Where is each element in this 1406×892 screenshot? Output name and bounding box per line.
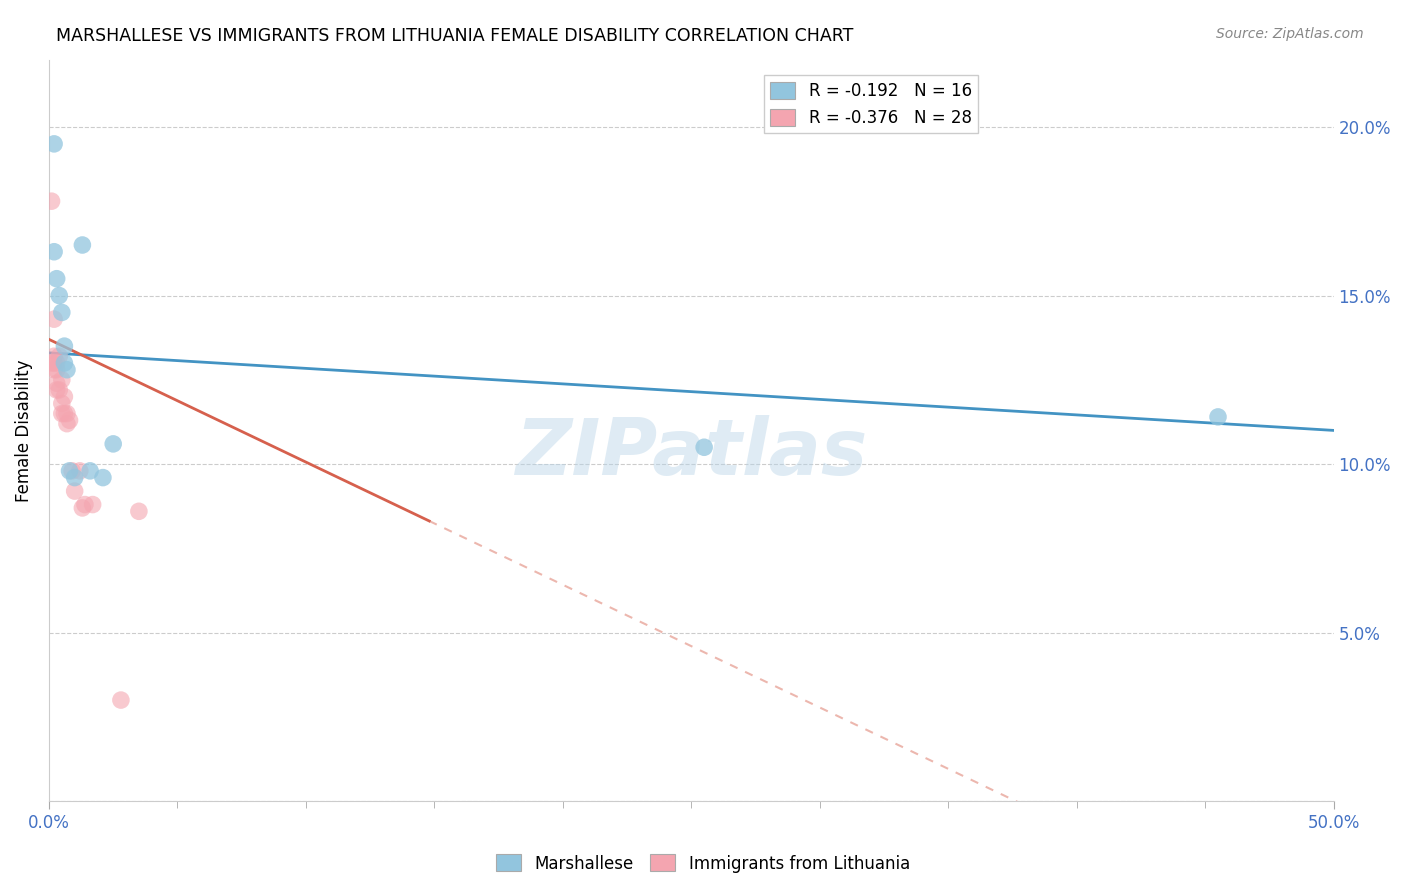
Point <box>91 470 114 484</box>
Point <box>48 288 70 302</box>
Point <box>51 373 73 387</box>
Point <box>45 383 67 397</box>
Point <box>48 349 70 363</box>
Text: MARSHALLESE VS IMMIGRANTS FROM LITHUANIA FEMALE DISABILITY CORRELATION CHART: MARSHALLESE VS IMMIGRANTS FROM LITHUANIA… <box>56 27 853 45</box>
Point <box>42 244 65 259</box>
Point <box>72 238 94 252</box>
Point <box>51 407 73 421</box>
Point <box>128 504 150 518</box>
Point <box>45 271 67 285</box>
Point <box>56 407 79 421</box>
Point <box>42 362 65 376</box>
Point <box>45 362 67 376</box>
Point <box>42 312 65 326</box>
Point <box>63 470 86 484</box>
Point <box>56 417 79 431</box>
Point <box>42 136 65 151</box>
Point <box>51 305 73 319</box>
Point <box>82 498 104 512</box>
Point <box>42 349 65 363</box>
Point <box>58 464 80 478</box>
Point <box>58 413 80 427</box>
Point <box>73 498 96 512</box>
Point <box>72 500 94 515</box>
Point <box>63 484 86 499</box>
Point <box>45 376 67 391</box>
Point <box>51 396 73 410</box>
Point <box>110 693 132 707</box>
Point <box>79 464 101 478</box>
Legend: Marshallese, Immigrants from Lithuania: Marshallese, Immigrants from Lithuania <box>489 847 917 880</box>
Point <box>48 383 70 397</box>
Point <box>53 390 76 404</box>
Point <box>69 464 91 478</box>
Point <box>60 464 83 478</box>
Text: Source: ZipAtlas.com: Source: ZipAtlas.com <box>1216 27 1364 41</box>
Point <box>53 356 76 370</box>
Point <box>53 407 76 421</box>
Text: ZIPatlas: ZIPatlas <box>515 415 868 491</box>
Point <box>53 339 76 353</box>
Point <box>1206 409 1229 424</box>
Y-axis label: Female Disability: Female Disability <box>15 359 32 501</box>
Point <box>41 194 63 209</box>
Point <box>41 356 63 370</box>
Point <box>42 356 65 370</box>
Point <box>56 362 79 376</box>
Legend: R = -0.192   N = 16, R = -0.376   N = 28: R = -0.192 N = 16, R = -0.376 N = 28 <box>763 75 979 133</box>
Point <box>693 440 716 454</box>
Point <box>103 437 125 451</box>
Point <box>45 356 67 370</box>
